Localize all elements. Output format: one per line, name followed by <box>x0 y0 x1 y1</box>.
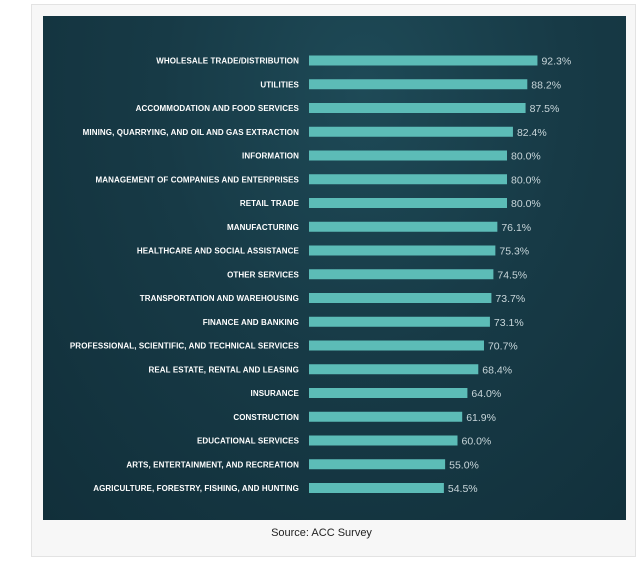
bar <box>309 174 507 185</box>
value-label: 61.9% <box>466 412 496 424</box>
category-label: ARTS, ENTERTAINMENT, AND RECREATION <box>126 460 299 469</box>
category-label: ACCOMMODATION AND FOOD SERVICES <box>136 104 300 113</box>
value-label: 75.3% <box>499 246 529 258</box>
bar <box>309 103 526 113</box>
value-label: 68.4% <box>482 364 512 376</box>
value-label: 92.3% <box>541 56 571 68</box>
category-label: MANUFACTURING <box>227 223 299 232</box>
category-label: EDUCATIONAL SERVICES <box>197 437 300 446</box>
value-label: 73.7% <box>495 293 525 305</box>
source-caption: Source: ACC Survey <box>271 527 372 539</box>
value-label: 54.5% <box>448 483 478 495</box>
bar <box>309 411 463 422</box>
category-label: REAL ESTATE, RENTAL AND LEASING <box>148 365 299 374</box>
bar <box>309 483 444 493</box>
value-label: 60.0% <box>462 436 492 448</box>
value-label: 74.5% <box>497 269 527 281</box>
bar <box>309 435 458 446</box>
bar <box>309 79 528 90</box>
bar <box>309 126 513 137</box>
category-label: RETAIL TRADE <box>240 199 300 208</box>
category-label: PROFESSIONAL, SCIENTIFIC, AND TECHNICAL … <box>70 342 300 351</box>
value-label: 80.0% <box>511 174 541 186</box>
bar <box>309 245 496 256</box>
value-label: 55.0% <box>449 459 479 471</box>
bar <box>309 198 507 208</box>
value-label: 73.1% <box>494 317 524 329</box>
bar <box>309 364 479 375</box>
category-label: UTILITIES <box>260 80 299 89</box>
category-label: FINANCE AND BANKING <box>203 318 299 327</box>
category-label: MANAGEMENT OF COMPANIES AND ENTERPRISES <box>96 175 300 184</box>
value-label: 88.2% <box>531 79 561 91</box>
category-label: WHOLESALE TRADE/DISTRIBUTION <box>156 57 299 66</box>
value-label: 76.1% <box>501 222 531 234</box>
category-label: HEALTHCARE AND SOCIAL ASSISTANCE <box>137 247 300 256</box>
value-label: 80.0% <box>511 198 541 210</box>
bar <box>309 221 498 232</box>
category-label: TRANSPORTATION AND WAREHOUSING <box>140 294 299 303</box>
category-label: AGRICULTURE, FORESTRY, FISHING, AND HUNT… <box>93 484 299 493</box>
value-label: 64.0% <box>471 388 501 400</box>
bar <box>309 388 468 398</box>
category-label: INFORMATION <box>242 152 299 161</box>
bar <box>309 459 446 470</box>
category-label: MINING, QUARRYING, AND OIL AND GAS EXTRA… <box>83 128 299 137</box>
value-label: 87.5% <box>530 103 560 115</box>
bar <box>309 316 490 327</box>
value-label: 70.7% <box>488 341 518 353</box>
bar <box>309 293 492 303</box>
bar <box>309 150 507 161</box>
bar <box>309 340 484 351</box>
category-label: CONSTRUCTION <box>233 413 299 422</box>
bar <box>309 269 494 280</box>
bar <box>309 55 538 66</box>
value-label: 82.4% <box>517 127 547 139</box>
category-label: INSURANCE <box>251 389 300 398</box>
value-label: 80.0% <box>511 151 541 163</box>
category-label: OTHER SERVICES <box>227 270 299 279</box>
